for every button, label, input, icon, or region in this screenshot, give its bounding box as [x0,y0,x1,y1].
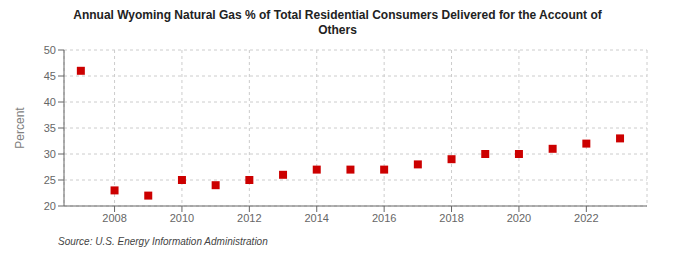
svg-text:50: 50 [44,44,56,56]
svg-text:45: 45 [44,70,56,82]
svg-text:30: 30 [44,148,56,160]
svg-text:2008: 2008 [102,212,126,224]
html-text:Source: U.S. Energy Informatio: Source: U.S. Energy Information Administ… [58,236,268,247]
svg-text:2010: 2010 [170,212,194,224]
svg-text:20: 20 [44,200,56,212]
svg-text:35: 35 [44,122,56,134]
svg-text:Percent: Percent [13,107,27,149]
svg-text:40: 40 [44,96,56,108]
svg-text:2016: 2016 [372,212,396,224]
svg-text:2014: 2014 [305,212,329,224]
html-text:Annual Wyoming Natural Gas % o: Annual Wyoming Natural Gas % of Total Re… [73,8,602,37]
svg-text:25: 25 [44,174,56,186]
svg-text:2022: 2022 [574,212,598,224]
svg-text:2018: 2018 [439,212,463,224]
svg-text:2020: 2020 [507,212,531,224]
svg-text:2012: 2012 [237,212,261,224]
